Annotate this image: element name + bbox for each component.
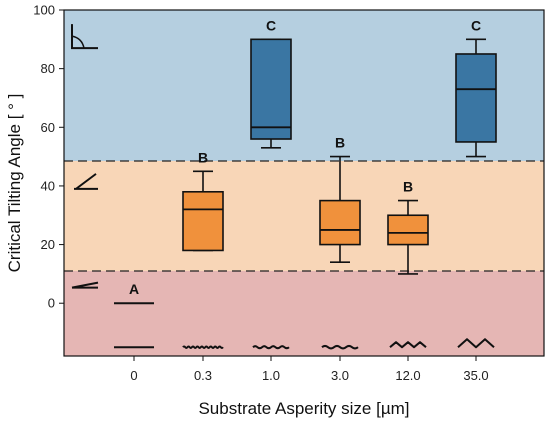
surface-profile-wave-icon (321, 344, 359, 350)
significance-letter: B (198, 149, 208, 165)
y-axis: 0 20 40 60 80 100 (33, 3, 64, 311)
x-axis-title: Substrate Asperity size [µm] (198, 399, 409, 418)
significance-letter: C (266, 17, 276, 33)
significance-letter: C (471, 17, 481, 33)
surface-profile-micro-wave-icon (182, 345, 224, 349)
tilted-plane-icon (74, 173, 98, 190)
x-tick-label: 35.0 (463, 368, 488, 383)
significance-letters: A B C B B C (129, 17, 481, 297)
flat-contact-icon (71, 281, 99, 289)
surface-profile-icons (114, 338, 495, 350)
box-1.0 (250, 38, 292, 140)
box-12.0 (387, 214, 429, 246)
right-angle-icon (71, 24, 98, 50)
y-tick-label: 100 (33, 3, 55, 18)
box-series (114, 38, 497, 305)
right-angle-arc-icon (71, 35, 85, 49)
significance-letter: B (335, 135, 345, 151)
y-tick-label: 20 (41, 237, 55, 252)
y-tick-label: 80 (41, 61, 55, 76)
y-tick-label: 0 (48, 296, 55, 311)
box-3.0 (319, 199, 361, 246)
y-tick-label: 40 (41, 178, 55, 193)
x-tick-label: 12.0 (395, 368, 420, 383)
box-35.0 (455, 53, 497, 143)
y-axis-title: Critical Tilting Angle [ ° ] (5, 94, 24, 273)
threshold-lines (64, 160, 544, 272)
region-icons (71, 24, 99, 289)
x-tick-label: 3.0 (331, 368, 349, 383)
x-axis: 0 0.3 1.0 3.0 12.0 35.0 (130, 356, 489, 383)
x-tick-label: 0.3 (194, 368, 212, 383)
x-tick-label: 1.0 (262, 368, 280, 383)
y-tick-label: 60 (41, 120, 55, 135)
plot-frame (63, 9, 545, 357)
box-0.3 (182, 190, 224, 252)
significance-letter: A (129, 281, 139, 297)
surface-profile-zigzag-icon (389, 341, 427, 349)
surface-profile-small-wave-icon (252, 345, 290, 350)
x-tick-label: 0 (130, 368, 137, 383)
surface-profile-large-zigzag-icon (457, 338, 495, 349)
significance-letter: B (403, 179, 413, 195)
region-band-1 (64, 161, 544, 271)
